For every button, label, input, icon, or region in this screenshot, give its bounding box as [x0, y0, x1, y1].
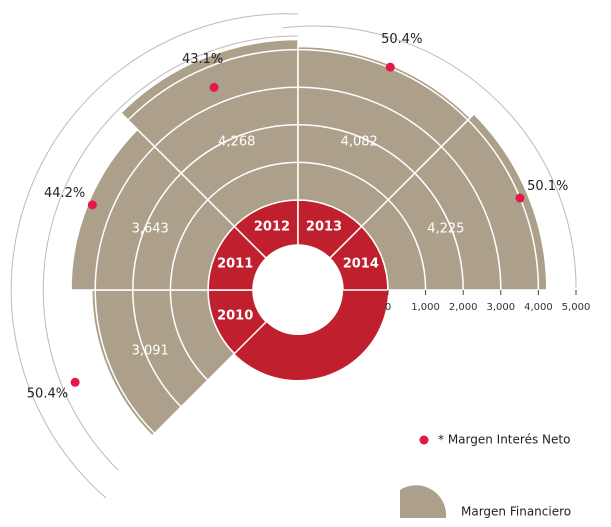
tick-label: 0: [385, 302, 391, 313]
year-label: 2012: [254, 220, 290, 235]
nim-label: 44.2%: [44, 186, 85, 201]
nim-label: 43.1%: [182, 52, 223, 67]
value-label: 4,225: [427, 221, 464, 236]
value-label: 4,082: [341, 135, 378, 150]
year-label: 2013: [306, 220, 342, 235]
bar-grid: [127, 48, 299, 121]
bar-grid: [94, 146, 156, 291]
bar-grid: [154, 86, 299, 148]
legend-dot: [419, 435, 429, 445]
bar: [360, 112, 548, 291]
year-label: 2014: [343, 256, 379, 271]
bar-grid: [207, 161, 299, 201]
nim-dot: [87, 200, 97, 210]
outer-arc: [281, 25, 577, 289]
bar-grid: [94, 289, 156, 434]
bar-grid: [132, 289, 182, 408]
bar-grid: [414, 172, 464, 291]
ring-hole: [253, 245, 343, 335]
tick-label: 5,000: [562, 302, 591, 313]
legend-swatch: [400, 485, 447, 518]
year-label: 2010: [217, 309, 253, 324]
outer-arc: [10, 13, 299, 499]
outer-arc: [42, 35, 299, 471]
nim-dot: [515, 193, 525, 203]
nim-label: 50.1%: [527, 179, 568, 194]
nim-label: 50.4%: [381, 32, 422, 47]
tick-label: 3,000: [486, 302, 515, 313]
nim-dot: [209, 82, 219, 92]
tick-label: 2,000: [449, 302, 478, 313]
bar-grid: [169, 289, 209, 381]
bar-grid: [297, 86, 442, 148]
legend-label: * Margen Interés Neto: [438, 433, 570, 447]
nim-dot: [385, 62, 395, 72]
nim-dot: [70, 377, 80, 387]
bar-grid: [132, 172, 182, 291]
bar-grid: [440, 146, 502, 291]
legend-label: Margen Financiero: [461, 505, 571, 519]
tick-label: 1,000: [411, 302, 440, 313]
bar-grid: [180, 124, 299, 174]
nim-label: 50.4%: [27, 386, 68, 401]
bar-grid: [297, 124, 416, 174]
bar-grid: [387, 199, 427, 291]
bar-grid: [297, 161, 389, 201]
bar-grid: [169, 199, 209, 291]
value-label: 4,268: [218, 135, 255, 150]
tick-label: 4,000: [524, 302, 553, 313]
value-label: 3,091: [132, 344, 169, 359]
bar: [70, 128, 236, 291]
value-label: 3,643: [132, 221, 169, 236]
year-label: 2011: [217, 256, 253, 271]
bar: [119, 38, 299, 228]
